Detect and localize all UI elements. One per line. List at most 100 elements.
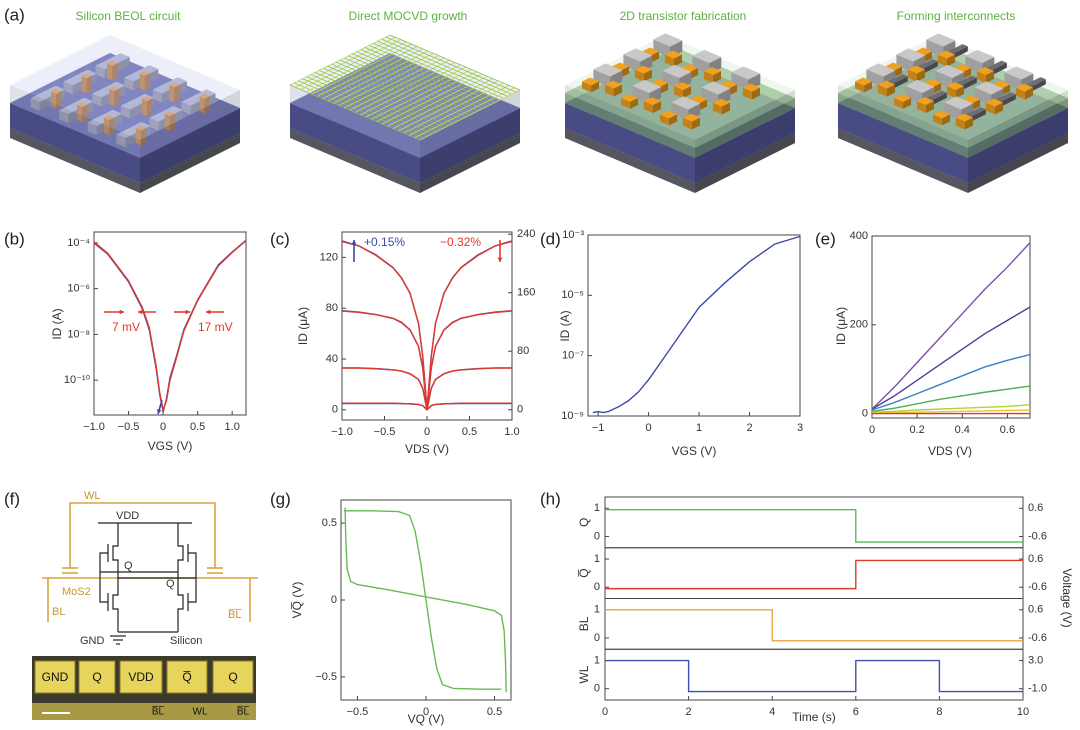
pad-label: B̅L̅ [237, 706, 250, 718]
iso-face [703, 67, 721, 75]
iso-face [886, 74, 908, 85]
iso-face [1004, 72, 1022, 91]
iso-face [124, 77, 134, 91]
y2-tick-label: 0 [517, 404, 523, 416]
series-line [93, 240, 247, 413]
iso-face [974, 87, 992, 106]
iso-face [634, 69, 644, 82]
lattice [373, 43, 504, 99]
annotation: 7 mV [112, 320, 140, 334]
subplot-frame [604, 496, 1024, 549]
wire [69, 502, 216, 568]
iso-face [59, 97, 94, 115]
y2-tick-label: -0.6 [1028, 581, 1047, 593]
iso-face [109, 117, 115, 136]
iso-face [1015, 87, 1025, 100]
y-tick-label: 0 [862, 407, 868, 419]
iso-face [643, 101, 653, 113]
y2-tick-label: 80 [517, 345, 529, 357]
series-line [342, 402, 512, 411]
iso-face [968, 108, 1068, 183]
iso-face [894, 98, 904, 109]
annotation: −0.32% [440, 235, 481, 249]
iso-face [937, 50, 955, 59]
iso-face [963, 95, 981, 104]
iso-face [994, 92, 1016, 103]
y-axis-label: ID (A) [50, 308, 64, 339]
iso-face [1029, 79, 1046, 93]
y-axis-label: WL [577, 665, 591, 683]
iso-face [946, 86, 956, 98]
iso-face [591, 81, 600, 93]
iso-face [682, 117, 692, 130]
series-line [605, 508, 1023, 543]
x-tick-label: 0.5 [462, 426, 477, 438]
y-tick-label: 400 [850, 230, 868, 242]
iso-face [712, 102, 722, 115]
iso-face [164, 113, 170, 132]
plot-frame [341, 231, 513, 421]
iso-face [985, 98, 1003, 107]
series-line [343, 510, 502, 690]
lattice [403, 82, 504, 134]
iso-face [965, 49, 995, 64]
iso-face [420, 108, 520, 183]
iso-face [692, 49, 722, 64]
iso-face [720, 80, 738, 89]
iso-face [660, 110, 678, 119]
subplot-frame [604, 547, 1024, 599]
x-axis-label: VQ (V) [408, 712, 445, 726]
iso-face [643, 97, 661, 105]
subplot-frame [604, 648, 1024, 701]
series-line [592, 235, 801, 414]
iso-face [985, 60, 1007, 71]
y-tick-label: 10⁻⁶ [67, 283, 90, 295]
iso-face [623, 48, 653, 62]
iso-face [290, 53, 520, 158]
iso-face [92, 93, 102, 107]
y-tick-label: 0 [331, 594, 337, 606]
x-tick-label: 6 [853, 706, 859, 718]
iso-face [968, 90, 1068, 148]
label-q: Q [124, 560, 133, 572]
x-tick-label: 1.0 [225, 421, 240, 433]
iso-face [915, 47, 933, 56]
iso-face [565, 103, 695, 183]
x-tick-label: 10 [1017, 706, 1029, 718]
iso-face [290, 103, 420, 183]
x-axis-label: VDS (V) [928, 444, 972, 458]
iso-face [621, 66, 630, 78]
pad-label: GND [42, 670, 69, 684]
iso-face [924, 51, 933, 63]
x-tick-label: −0.5 [374, 426, 396, 438]
iso-face [703, 71, 713, 83]
iso-face [838, 85, 968, 148]
iso-face [993, 80, 1011, 89]
arrow-head [206, 309, 211, 315]
iso-face [630, 97, 639, 109]
iso-face [169, 85, 175, 103]
y2-tick-label: -1.0 [1028, 683, 1047, 695]
iso-face [109, 86, 120, 92]
lattice [385, 36, 516, 93]
y-tick-label: 1 [594, 502, 600, 514]
iso-face [642, 47, 660, 56]
iso-face [701, 81, 731, 95]
iso-face [103, 117, 110, 136]
iso-face [30, 98, 40, 111]
series-line [871, 306, 1031, 410]
x-tick-label: 0.4 [955, 424, 970, 436]
pad [166, 660, 208, 694]
iso-face [169, 113, 175, 132]
y-axis-label: Q̅ [577, 568, 591, 577]
x-tick-label: 0.5 [190, 421, 205, 433]
x-tick-label: 2 [746, 422, 752, 434]
iso-face [976, 67, 994, 75]
iso-face [81, 73, 92, 79]
label-mos2: MoS2 [62, 586, 91, 598]
iso-face [968, 98, 1068, 158]
iso-face [420, 133, 520, 193]
iso-face [10, 128, 140, 193]
lattice [414, 87, 515, 139]
y2-tick-label: 0.6 [1028, 604, 1043, 616]
